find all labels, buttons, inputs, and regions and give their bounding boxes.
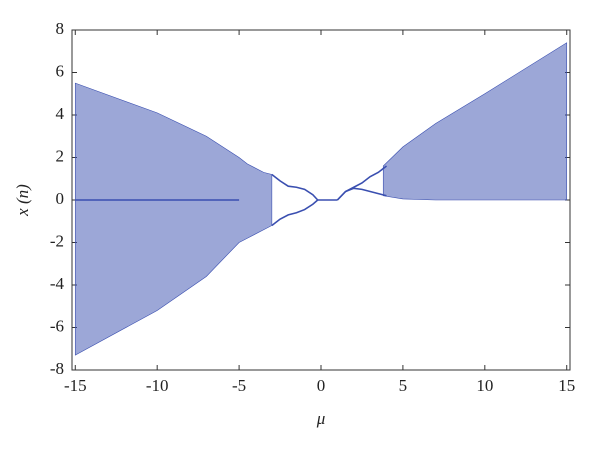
chaotic-band xyxy=(382,42,568,201)
y-tick-label: 4 xyxy=(56,104,65,123)
y-tick-label: 0 xyxy=(56,189,65,208)
x-tick-label: 0 xyxy=(317,376,326,395)
x-tick-label: -10 xyxy=(146,376,169,395)
x-axis-label: μ xyxy=(316,409,326,428)
branch-line xyxy=(336,165,388,201)
chaotic-band xyxy=(74,82,273,356)
x-tick-label: -15 xyxy=(64,376,87,395)
x-tick-label: 15 xyxy=(558,376,575,395)
branch-line xyxy=(271,173,319,201)
y-tick-label: 8 xyxy=(56,19,65,38)
y-tick-label: -4 xyxy=(50,274,65,293)
x-tick-label: 5 xyxy=(399,376,408,395)
branch-line xyxy=(336,187,387,201)
y-tick-label: 2 xyxy=(56,146,65,165)
x-tick-label: 10 xyxy=(476,376,493,395)
y-tick-label: -6 xyxy=(50,316,64,335)
x-tick-label: -5 xyxy=(232,376,246,395)
y-axis-label: x (n) xyxy=(13,184,32,217)
branch-line xyxy=(271,199,319,227)
y-tick-label: 6 xyxy=(56,61,65,80)
y-tick-label: -8 xyxy=(50,359,64,378)
y-tick-label: -2 xyxy=(50,231,64,250)
